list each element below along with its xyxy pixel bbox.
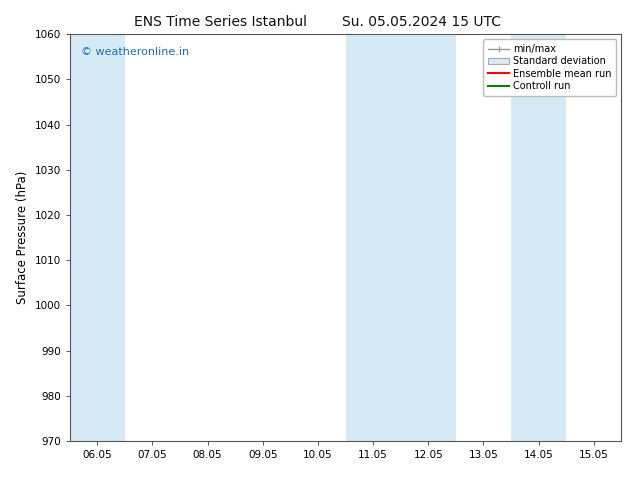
Bar: [70, 34, 125, 441]
Text: ENS Time Series Istanbul        Su. 05.05.2024 15 UTC: ENS Time Series Istanbul Su. 05.05.2024 …: [134, 15, 500, 29]
Bar: [511, 34, 566, 441]
Bar: [346, 34, 456, 441]
Legend: min/max, Standard deviation, Ensemble mean run, Controll run: min/max, Standard deviation, Ensemble me…: [483, 39, 616, 96]
Text: © weatheronline.in: © weatheronline.in: [81, 47, 189, 56]
Y-axis label: Surface Pressure (hPa): Surface Pressure (hPa): [16, 171, 29, 304]
